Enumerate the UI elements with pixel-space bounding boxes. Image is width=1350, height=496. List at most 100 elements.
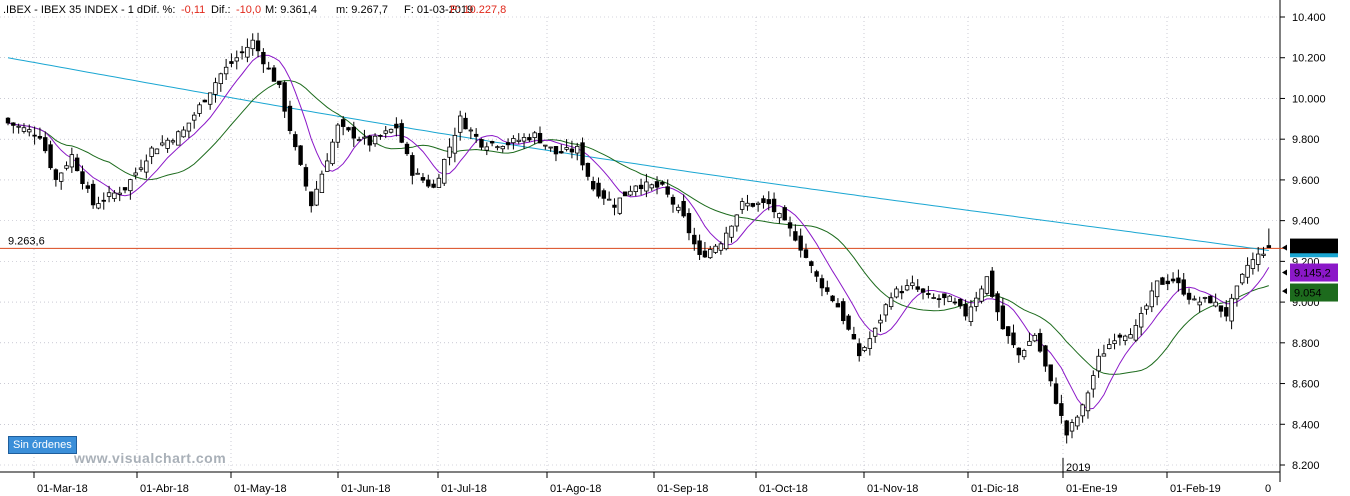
candle-body	[1053, 383, 1059, 404]
candle-body	[771, 198, 777, 213]
candle-body	[761, 198, 766, 204]
candle-body	[303, 167, 309, 187]
candle-body	[165, 139, 170, 149]
candle-body	[367, 135, 372, 146]
candle-body	[585, 162, 591, 177]
candle-body	[782, 207, 787, 221]
price-tag-label: 9.145,2	[1294, 268, 1331, 280]
candle-body	[990, 270, 995, 297]
x-tick-label: 01-Jun-18	[341, 483, 391, 495]
candle-body	[383, 130, 388, 134]
candle-body	[1021, 350, 1027, 358]
candle-body	[505, 142, 511, 146]
y-tick-label: 9.400	[1292, 216, 1320, 228]
candle-body	[532, 132, 537, 138]
sin-ordenes-button[interactable]: Sin órdenes	[8, 436, 77, 454]
candle-body	[255, 40, 261, 52]
candle-body	[1165, 280, 1170, 285]
candle-body	[340, 119, 346, 127]
candle-body	[617, 197, 622, 214]
candle-body	[878, 319, 883, 324]
candle-body	[739, 201, 745, 210]
candle-body	[1261, 253, 1266, 256]
candle-body	[463, 117, 468, 130]
candle-body	[543, 144, 548, 147]
candle-body	[277, 80, 282, 85]
min-label: m: 9.267,7	[336, 4, 388, 16]
candle-body	[575, 145, 580, 154]
candle-body	[436, 177, 442, 188]
candle-body	[181, 129, 186, 138]
x-tick-label: 01-Feb-19	[1170, 483, 1221, 495]
candle-body	[1218, 305, 1224, 312]
candle-body	[452, 134, 458, 154]
candle-body	[537, 132, 543, 144]
candle-body	[681, 200, 686, 217]
candle-body	[676, 206, 681, 211]
candle-body	[947, 295, 952, 302]
candle-body	[638, 184, 644, 190]
candle-body	[708, 248, 713, 259]
candle-body	[958, 298, 963, 307]
candle-body	[899, 291, 904, 294]
candle-body	[266, 67, 271, 70]
candle-body	[606, 198, 612, 201]
candle-body	[660, 181, 665, 185]
ma-slow-tag	[1290, 253, 1338, 258]
candle-body	[261, 51, 266, 65]
x-tick-label: 01-Dic-18	[971, 483, 1019, 495]
candle-body	[904, 285, 910, 291]
candle-body	[1245, 264, 1250, 278]
candle-body	[271, 67, 277, 82]
candle-body	[920, 288, 926, 293]
candle-body	[931, 297, 936, 299]
candle-body	[101, 199, 106, 202]
x-tick-label: 01-Ene-19	[1066, 483, 1117, 495]
candle-body	[564, 147, 569, 150]
candle-body	[1240, 273, 1245, 284]
y-tick-label: 10.200	[1292, 53, 1326, 65]
candle-body	[1117, 334, 1123, 338]
candle-body	[670, 196, 676, 205]
candle-body	[697, 240, 702, 255]
y-tick-label: 10.400	[1292, 12, 1326, 24]
candle-body	[1170, 278, 1176, 282]
candle-body	[559, 151, 564, 154]
candle-body	[936, 298, 942, 301]
y-axis: 8.2008.4008.6008.8009.0009.2009.4009.600…	[1280, 12, 1326, 472]
price-tag-label: 9.267,7	[1294, 243, 1331, 255]
price-tag-arrow	[1282, 288, 1287, 295]
candle-body	[5, 117, 11, 124]
candle-body	[223, 66, 229, 75]
candle-body	[394, 123, 399, 129]
x-tick-label: 01-Abr-18	[140, 483, 189, 495]
candle-body	[729, 225, 734, 238]
price-tag	[1290, 283, 1338, 302]
candle-body	[846, 315, 851, 330]
candle-body	[59, 172, 64, 182]
candle-body	[229, 61, 234, 64]
y-tick-label: 9.800	[1292, 134, 1320, 146]
candle-body	[1256, 253, 1261, 265]
candle-body	[835, 303, 841, 308]
candle-body	[569, 148, 575, 153]
candle-body	[516, 139, 521, 142]
candle-body	[64, 165, 69, 169]
dif-value: -10,0	[236, 4, 261, 16]
candle-body	[1069, 422, 1075, 432]
candle-body	[1101, 353, 1107, 357]
candle-body	[1091, 375, 1096, 390]
year-label: 2019	[1066, 462, 1090, 474]
candle-body	[138, 167, 144, 170]
candle-body	[649, 184, 654, 189]
candle-body	[324, 160, 330, 172]
candle-body	[888, 297, 894, 308]
candle-body	[457, 115, 463, 133]
x-tick-label: 01-Jul-18	[441, 483, 487, 495]
candle-body	[133, 172, 138, 176]
candle-body	[851, 334, 857, 340]
x-tick-label: 01-May-18	[234, 483, 287, 495]
candle-body	[1005, 326, 1011, 337]
candle-body	[207, 92, 213, 105]
